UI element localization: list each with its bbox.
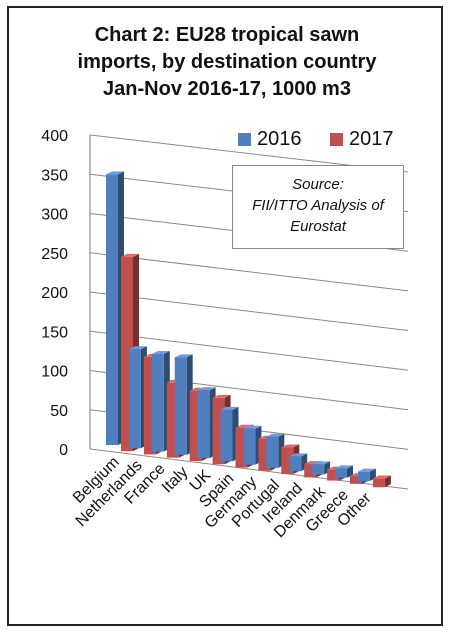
bar-top: [197, 387, 216, 391]
chart-frame: [7, 6, 443, 626]
legend-label-2016: 2016: [257, 128, 302, 150]
chart-title-line-1: Chart 2: EU28 tropical sawn: [94, 24, 360, 46]
gridline: [89, 252, 409, 292]
chart-title-line-3: Jan-Nov 2016-17, 1000 m3: [103, 78, 351, 100]
legend-swatch-2016: [238, 133, 251, 146]
y-tick-label: 100: [41, 364, 68, 381]
gridline: [89, 291, 409, 331]
bar-2016-ireland: [289, 453, 308, 472]
y-tick-label: 350: [41, 167, 68, 184]
bar-front: [327, 469, 340, 481]
bar-front: [335, 468, 347, 478]
legend-item-2017: 2017: [330, 128, 394, 151]
legend-item-2016: 2016: [238, 128, 302, 151]
bar-top: [372, 475, 391, 479]
bar-top: [266, 433, 285, 437]
bar-top: [281, 444, 300, 448]
bar-top: [289, 453, 308, 457]
bar-front: [357, 471, 370, 481]
bar-front: [128, 349, 141, 449]
bar-top: [220, 406, 239, 410]
bar-top: [357, 468, 376, 472]
y-tick-label: 150: [41, 324, 68, 341]
bar-front: [350, 476, 362, 484]
y-tick-label: 400: [41, 128, 68, 145]
bar-side: [347, 465, 353, 478]
bar-front: [312, 464, 325, 475]
source-note-line-3: Eurostat: [290, 218, 346, 235]
y-tick-label: 300: [41, 207, 68, 224]
source-note-line-1: Source:: [292, 176, 344, 193]
bar-side: [384, 475, 391, 488]
bars: [106, 171, 391, 488]
y-tick-label: 50: [50, 403, 68, 420]
source-note: Source: FII/ITTO Analysis of Eurostat: [232, 165, 404, 249]
bar-front: [372, 478, 385, 488]
bar-front: [220, 409, 233, 462]
bar-2016-greece: [335, 465, 353, 478]
bar-front: [289, 456, 302, 472]
bar-top: [106, 171, 124, 175]
bar-top: [128, 346, 147, 350]
bar-top: [151, 351, 170, 355]
y-axis-ticks: 0 50 100 150 200 250 300 350 400: [41, 128, 68, 459]
legend-label-2017: 2017: [349, 128, 394, 150]
bar-top: [243, 425, 262, 429]
bar-top: [335, 465, 353, 469]
bar-top: [174, 354, 193, 358]
chart-title: Chart 2: EU28 tropical sawn imports, by …: [0, 22, 454, 103]
bar-top: [212, 394, 231, 398]
bar-top: [312, 461, 331, 465]
bar-2017-other: [372, 475, 391, 488]
bar-front: [197, 390, 210, 459]
gridline: [89, 330, 409, 371]
y-tick-label: 0: [59, 442, 68, 459]
y-tick-label: 200: [41, 285, 68, 302]
bar-front: [266, 436, 279, 468]
legend: 2016 2017: [238, 128, 408, 158]
bar-top: [121, 253, 139, 257]
bar-front: [151, 354, 164, 452]
legend-swatch-2017: [330, 133, 343, 146]
bar-front: [106, 174, 118, 445]
y-tick-label: 250: [41, 246, 68, 263]
source-note-line-2: FII/ITTO Analysis of: [252, 197, 384, 214]
chart-title-line-2: imports, by destination country: [77, 51, 377, 73]
bar-front: [243, 428, 256, 465]
bar-front: [174, 357, 187, 455]
